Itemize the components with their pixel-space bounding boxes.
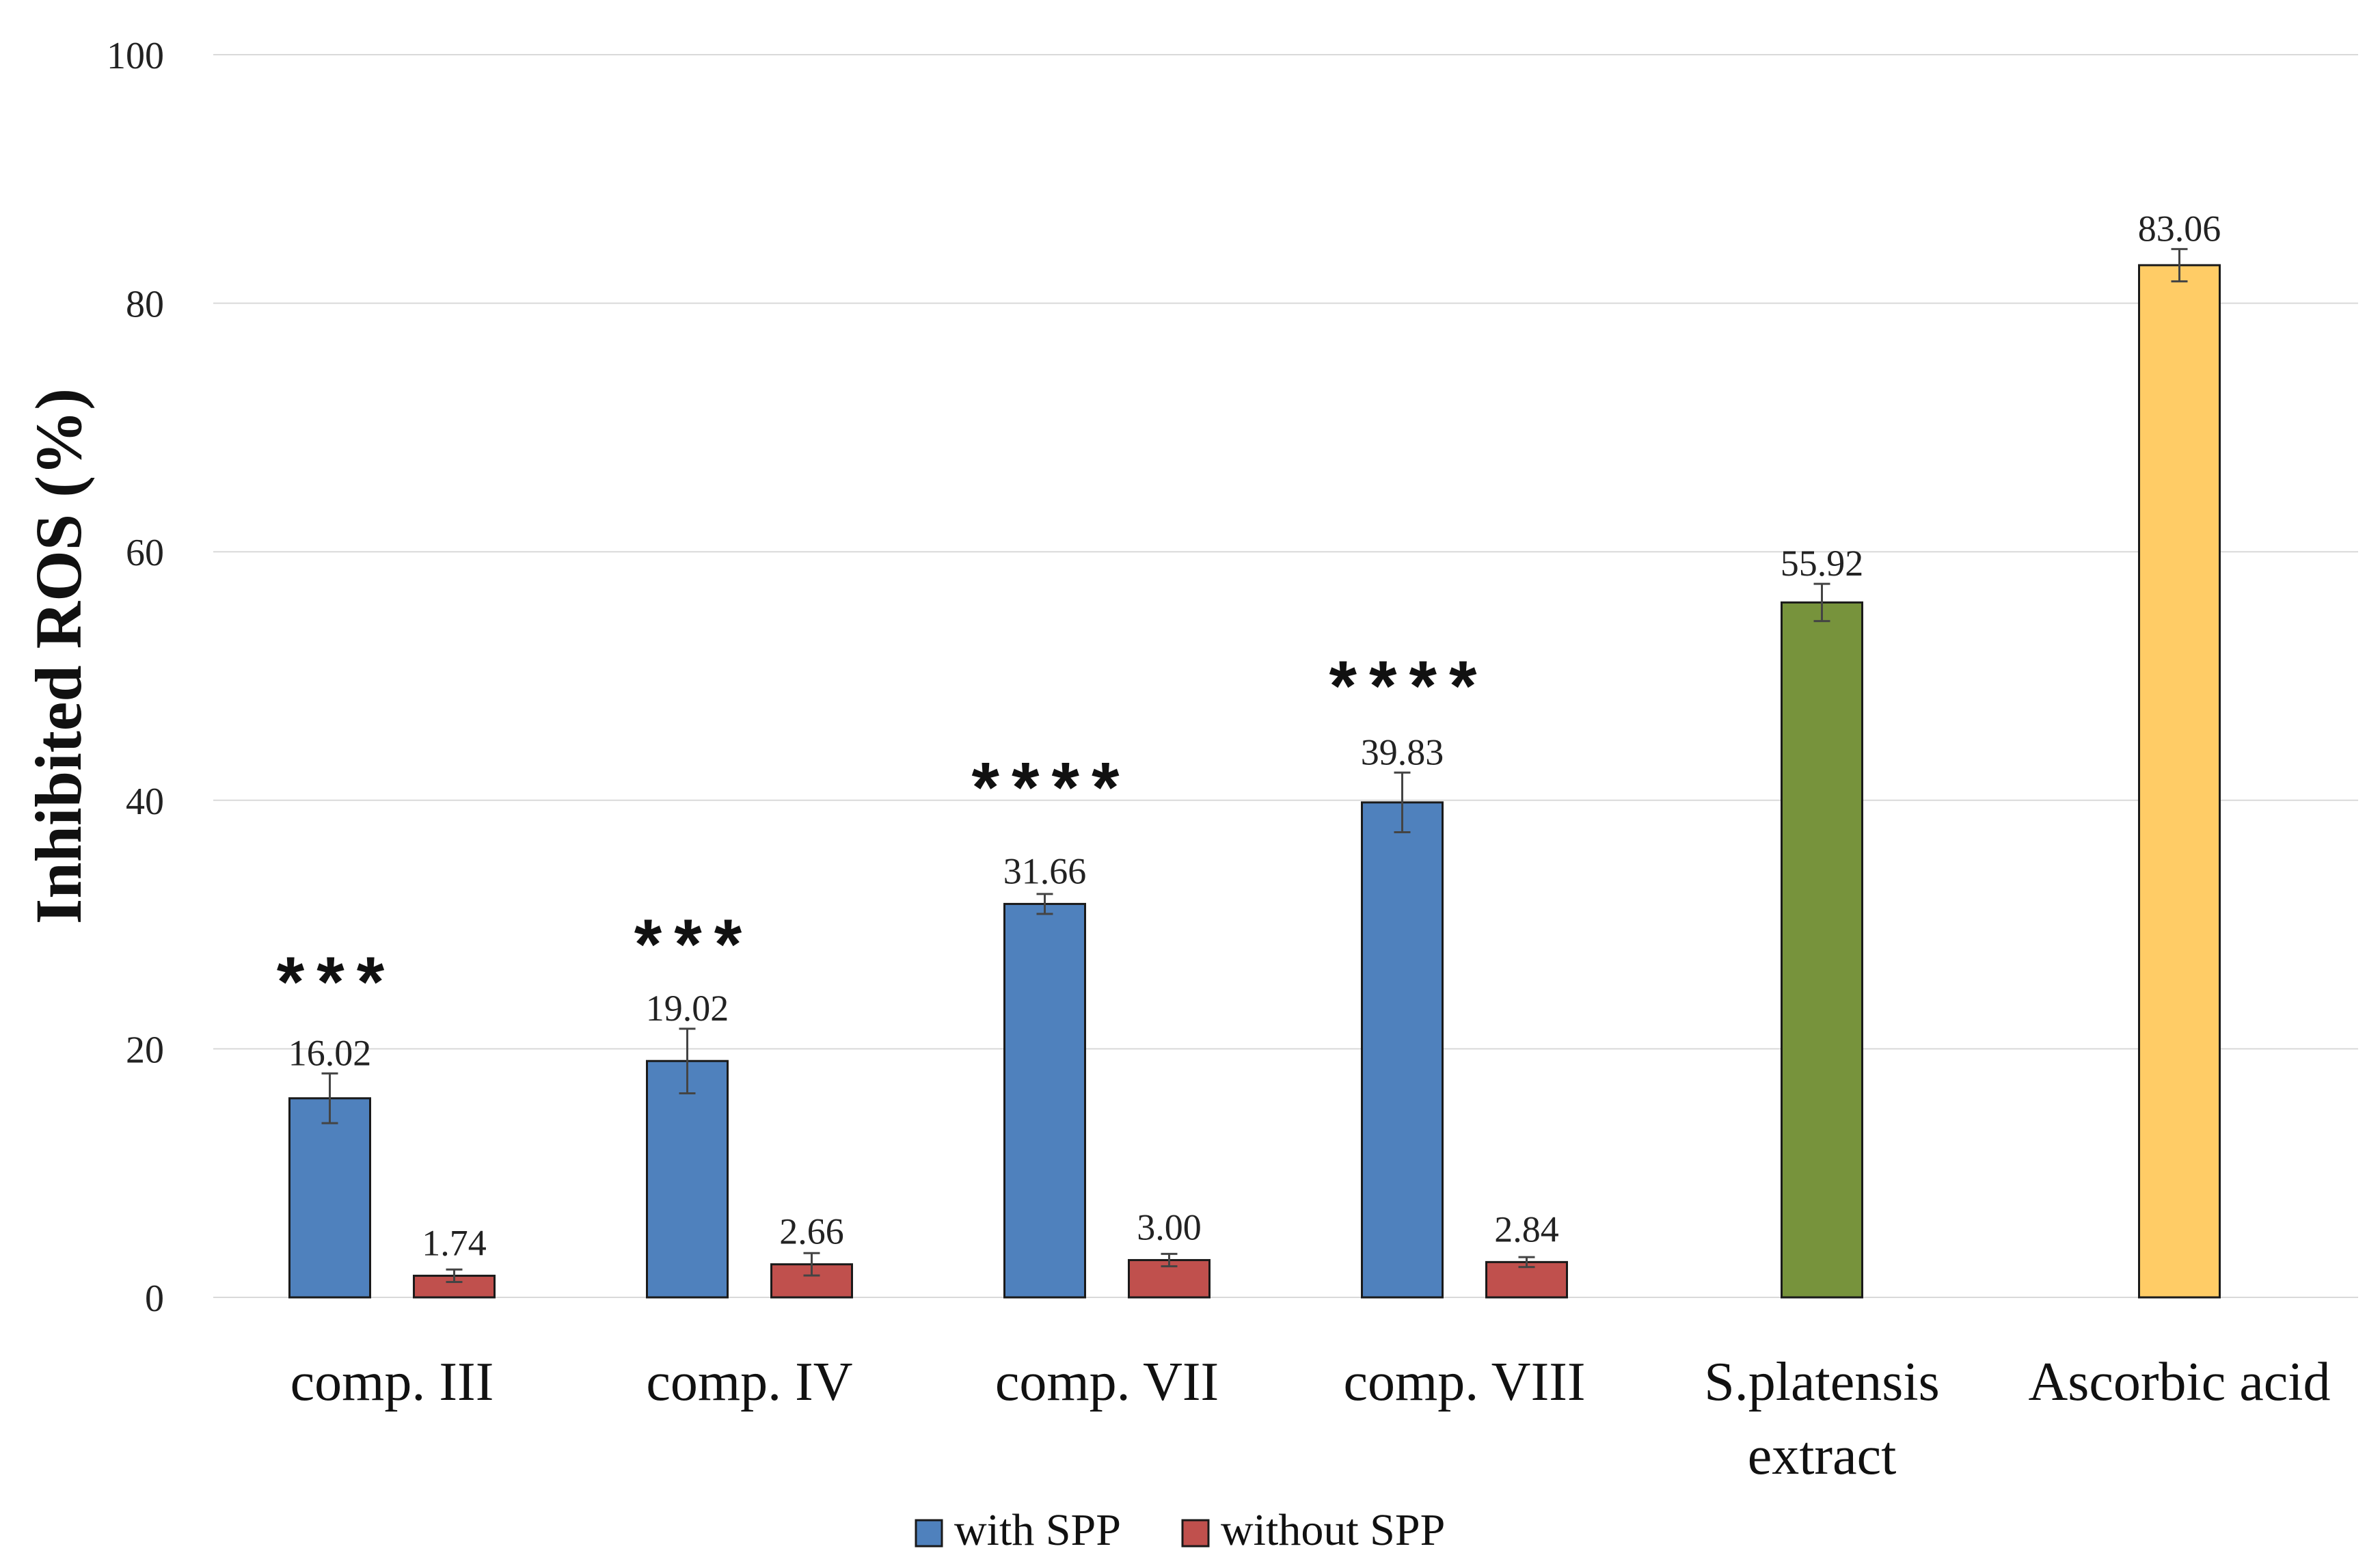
x-category-label: Ascorbic acid xyxy=(2028,1352,2330,1412)
value-label: 31.66 xyxy=(1003,850,1087,891)
y-axis-ticks: 0 20 40 60 80 100 xyxy=(107,35,164,1320)
y-tick-label: 80 xyxy=(126,284,164,326)
gridlines xyxy=(213,54,2358,1298)
x-category-label: comp. VII xyxy=(995,1352,1219,1412)
value-label: 55.92 xyxy=(1781,543,1864,584)
bar-with-spp xyxy=(1003,902,1086,1299)
legend-label: with SPP xyxy=(954,1505,1121,1555)
value-label: 1.74 xyxy=(422,1222,487,1263)
data-labels: 16.02 1.74 19.02 2.66 31.66 3.00 39.83 2.84 55.9… xyxy=(288,208,2221,1263)
value-label: 3.00 xyxy=(1137,1206,1202,1247)
bars xyxy=(288,247,2221,1299)
legend-swatch xyxy=(1181,1519,1210,1548)
x-axis-categories: comp. III comp. IV comp. VII comp. VIII S.pl… xyxy=(290,1352,2331,1486)
significance-marker: **** xyxy=(972,748,1132,827)
x-category-label: S.platensis xyxy=(1704,1352,1939,1412)
bar-with-spp xyxy=(1361,801,1444,1299)
x-category-label: comp. VIII xyxy=(1344,1352,1586,1412)
legend-swatch xyxy=(915,1519,943,1548)
bar-single xyxy=(2138,264,2221,1299)
value-label: 83.06 xyxy=(2138,208,2221,249)
y-tick-label: 0 xyxy=(145,1278,164,1320)
y-tick-label: 60 xyxy=(126,532,164,574)
y-tick-label: 20 xyxy=(126,1029,164,1071)
significance-marker: *** xyxy=(277,943,396,1022)
value-label: 19.02 xyxy=(646,988,729,1029)
bar-with-spp xyxy=(646,1059,729,1299)
value-label: 2.84 xyxy=(1494,1209,1559,1250)
y-tick-label: 40 xyxy=(126,781,164,823)
y-axis-label: Inhibited ROS (%) xyxy=(22,388,95,924)
significance-marker: **** xyxy=(1329,647,1489,726)
x-category-label: comp. III xyxy=(290,1352,494,1412)
value-label: 39.83 xyxy=(1361,731,1444,772)
y-tick-label: 100 xyxy=(107,35,164,77)
value-label: 16.02 xyxy=(288,1032,372,1073)
bar-single xyxy=(1781,601,1863,1299)
legend-label: without SPP xyxy=(1221,1505,1445,1555)
significance-marker: *** xyxy=(634,905,754,984)
x-category-label: comp. IV xyxy=(646,1352,852,1412)
legend: with SPP without SPP xyxy=(915,1505,1445,1555)
x-category-label: extract xyxy=(1748,1426,1897,1486)
value-label: 2.66 xyxy=(779,1211,844,1252)
bar-with-spp xyxy=(288,1097,371,1299)
significance-markers: *** *********** xyxy=(277,647,1489,1022)
